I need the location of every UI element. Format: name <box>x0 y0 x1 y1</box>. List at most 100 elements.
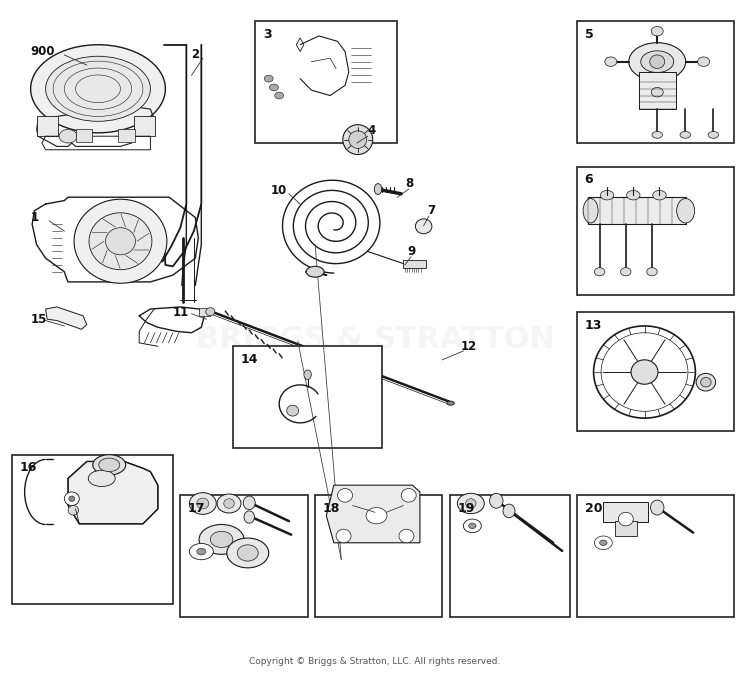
Ellipse shape <box>399 529 414 543</box>
Ellipse shape <box>338 489 352 502</box>
Bar <box>578 21 734 143</box>
Ellipse shape <box>304 370 311 380</box>
Ellipse shape <box>59 130 77 143</box>
Text: 5: 5 <box>584 28 593 41</box>
Polygon shape <box>46 307 87 329</box>
Ellipse shape <box>343 125 373 155</box>
Ellipse shape <box>680 132 691 139</box>
Text: 6: 6 <box>584 174 593 187</box>
Ellipse shape <box>306 266 324 277</box>
Ellipse shape <box>269 84 278 91</box>
Ellipse shape <box>196 498 208 509</box>
Bar <box>134 116 155 136</box>
Ellipse shape <box>106 227 136 255</box>
Ellipse shape <box>700 378 711 387</box>
Text: 7: 7 <box>427 204 436 217</box>
Ellipse shape <box>374 183 382 194</box>
Text: 9: 9 <box>407 245 416 258</box>
Ellipse shape <box>189 493 216 514</box>
Ellipse shape <box>696 373 715 391</box>
Polygon shape <box>68 462 158 524</box>
Ellipse shape <box>626 190 640 200</box>
Text: 20: 20 <box>584 502 602 515</box>
Ellipse shape <box>93 455 126 475</box>
Ellipse shape <box>199 524 244 554</box>
Ellipse shape <box>618 512 633 526</box>
Text: 12: 12 <box>461 340 477 353</box>
Ellipse shape <box>604 57 616 67</box>
Ellipse shape <box>503 504 515 517</box>
Ellipse shape <box>676 198 694 223</box>
Ellipse shape <box>68 505 79 515</box>
Ellipse shape <box>651 26 663 36</box>
Ellipse shape <box>349 131 367 149</box>
Text: 3: 3 <box>262 28 272 41</box>
Text: Copyright © Briggs & Stratton, LLC. All rights reserved.: Copyright © Briggs & Stratton, LLC. All … <box>249 657 501 666</box>
Ellipse shape <box>708 132 718 139</box>
Ellipse shape <box>64 492 80 505</box>
Ellipse shape <box>196 548 206 555</box>
Ellipse shape <box>651 88 663 97</box>
Bar <box>603 502 648 522</box>
Ellipse shape <box>594 268 604 276</box>
Bar <box>76 130 92 142</box>
Ellipse shape <box>89 213 152 270</box>
Text: 1: 1 <box>31 211 39 224</box>
Bar <box>118 130 135 142</box>
Text: 11: 11 <box>173 306 189 319</box>
Ellipse shape <box>237 545 258 561</box>
Text: 18: 18 <box>322 502 340 515</box>
Ellipse shape <box>366 507 387 524</box>
Ellipse shape <box>274 92 284 99</box>
Bar <box>578 312 734 431</box>
Ellipse shape <box>46 56 151 122</box>
Ellipse shape <box>652 132 662 139</box>
Ellipse shape <box>594 536 612 549</box>
Text: 17: 17 <box>188 502 206 515</box>
Bar <box>578 496 734 617</box>
Bar <box>180 496 308 617</box>
Ellipse shape <box>646 268 657 276</box>
Ellipse shape <box>650 500 664 515</box>
Bar <box>315 496 442 617</box>
Text: 13: 13 <box>584 319 602 332</box>
Ellipse shape <box>628 43 686 81</box>
Text: 15: 15 <box>31 312 47 326</box>
Text: 2: 2 <box>191 48 200 61</box>
Ellipse shape <box>243 496 255 509</box>
Text: 19: 19 <box>458 502 475 515</box>
Ellipse shape <box>698 57 709 67</box>
Ellipse shape <box>224 499 234 508</box>
Bar <box>450 496 570 617</box>
Ellipse shape <box>74 199 167 283</box>
Ellipse shape <box>210 531 232 547</box>
Ellipse shape <box>99 458 120 472</box>
Ellipse shape <box>31 45 166 133</box>
Ellipse shape <box>244 511 254 523</box>
Ellipse shape <box>69 496 75 502</box>
Text: BRIGGS & STRATTON: BRIGGS & STRATTON <box>196 325 554 354</box>
Polygon shape <box>326 485 420 543</box>
Ellipse shape <box>464 519 482 532</box>
Ellipse shape <box>336 529 351 543</box>
Bar <box>12 455 173 604</box>
Bar <box>37 116 58 136</box>
Ellipse shape <box>650 55 664 69</box>
Ellipse shape <box>490 494 503 508</box>
Ellipse shape <box>599 540 607 545</box>
Ellipse shape <box>286 405 298 416</box>
Bar <box>638 72 676 109</box>
Bar <box>232 346 382 448</box>
Ellipse shape <box>447 401 454 405</box>
Ellipse shape <box>401 489 416 502</box>
Ellipse shape <box>620 268 631 276</box>
Ellipse shape <box>226 538 268 568</box>
Bar <box>404 259 426 268</box>
Ellipse shape <box>601 333 688 411</box>
Ellipse shape <box>640 51 674 73</box>
Bar <box>588 197 686 224</box>
Bar <box>199 308 210 316</box>
Ellipse shape <box>458 494 484 513</box>
Ellipse shape <box>217 494 241 513</box>
Ellipse shape <box>416 219 432 234</box>
